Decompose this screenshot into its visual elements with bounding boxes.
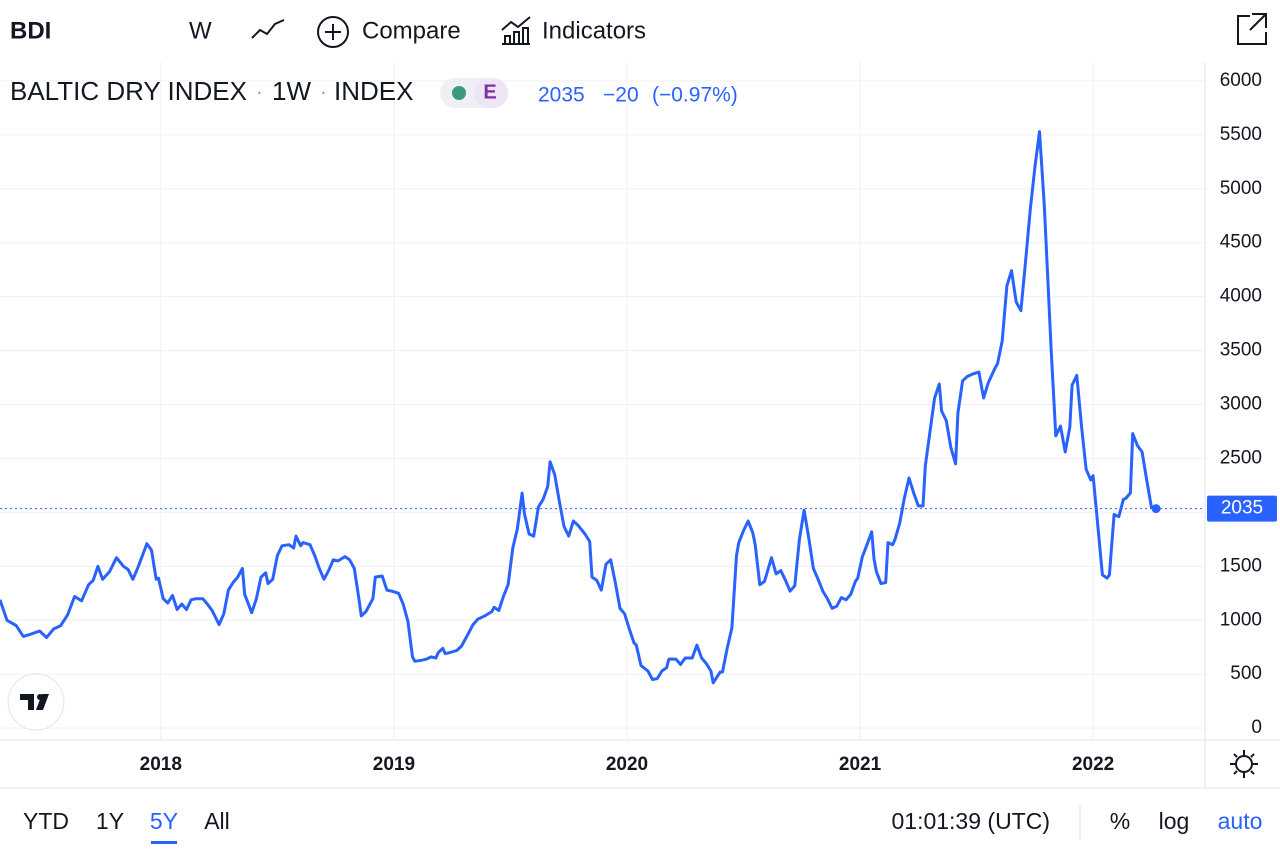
auto-toggle[interactable]: auto [1218, 808, 1263, 834]
exchange: INDEX [334, 76, 413, 106]
y-tick-label: 5500 [1220, 124, 1262, 145]
settings-rays [1230, 750, 1258, 778]
logo[interactable] [7, 673, 65, 731]
last-point [1151, 504, 1161, 514]
indicators-button[interactable]: Indicators [542, 17, 646, 44]
dot: · [256, 81, 263, 103]
market-status [452, 86, 466, 100]
x-tick-label: 2022 [1072, 754, 1114, 775]
dot: · [320, 81, 327, 103]
chart-type-icon[interactable] [251, 19, 285, 39]
compare-button[interactable]: Compare [362, 17, 461, 44]
x-tick-label: 2021 [839, 754, 882, 775]
badge: E [483, 81, 496, 103]
y-tick-label: 1500 [1220, 555, 1262, 576]
interval-button[interactable]: W [189, 17, 212, 44]
series-title: BALTIC DRY INDEX [10, 76, 247, 106]
y-tick-label: 0 [1251, 717, 1262, 738]
range-button[interactable]: 5Y [150, 808, 178, 834]
clock: 01:01:39 (UTC) [891, 808, 1050, 834]
badge-bg [474, 78, 508, 108]
range-button[interactable]: YTD [23, 808, 69, 834]
last-price-tag [1207, 495, 1277, 522]
y-tick-label: 4500 [1220, 232, 1262, 253]
interval: 1W [272, 76, 311, 106]
y-tick-label: 6000 [1220, 70, 1262, 91]
y-tick-label: 4000 [1220, 286, 1262, 307]
y-tick-label: 5000 [1220, 178, 1262, 199]
x-tick-label: 2018 [140, 754, 182, 775]
range-underline [151, 841, 177, 844]
range-button[interactable]: All [204, 808, 230, 834]
price-line [0, 130, 1157, 685]
compare-plus [325, 24, 341, 40]
last-price-label: 2035 [1221, 498, 1263, 519]
y-tick-label: 3000 [1220, 394, 1262, 415]
settings-icon[interactable] [1235, 755, 1253, 773]
x-tick-label: 2019 [373, 754, 415, 775]
legend: BALTIC DRY INDEX · 1W · INDEX E 2035 −20… [10, 76, 738, 108]
range-button[interactable]: 1Y [96, 808, 124, 834]
last-price: 2035 [538, 84, 585, 107]
y-tick-label: 2500 [1220, 447, 1262, 468]
log-toggle[interactable]: log [1159, 808, 1190, 834]
y-tick-label: 1000 [1220, 609, 1262, 630]
percent-toggle[interactable]: % [1110, 808, 1130, 834]
symbol[interactable]: BDI [10, 17, 51, 44]
change: −20 [603, 84, 639, 107]
y-tick-label: 500 [1230, 663, 1262, 684]
compare-icon[interactable] [317, 16, 349, 48]
y-tick-label: 3500 [1220, 340, 1262, 361]
logo-dot [37, 694, 43, 700]
indicators-icon[interactable] [501, 16, 531, 45]
fullscreen-icon[interactable] [1237, 13, 1267, 45]
change-pct: (−0.97%) [652, 84, 738, 107]
x-tick-label: 2020 [606, 754, 648, 775]
